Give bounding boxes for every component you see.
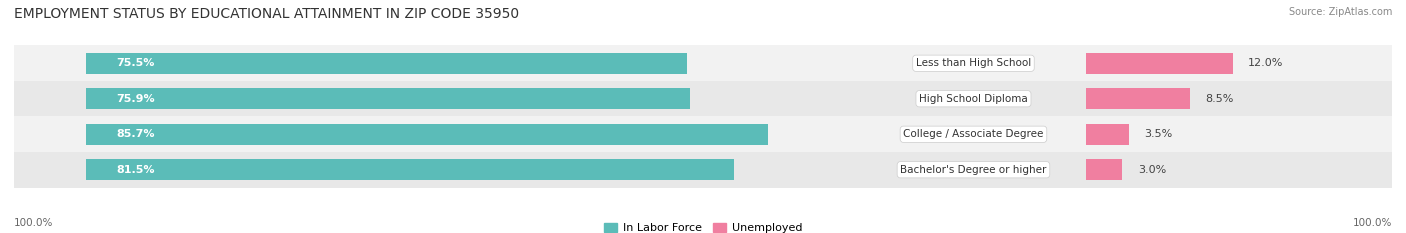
Text: 3.0%: 3.0% [1137,165,1166,175]
Bar [1085,159,1122,180]
Bar [1085,88,1189,110]
Text: 75.9%: 75.9% [117,94,155,104]
Text: 12.0%: 12.0% [1249,58,1284,68]
Text: 8.5%: 8.5% [1205,94,1233,104]
Bar [86,159,734,180]
Text: 81.5%: 81.5% [117,165,155,175]
Bar [86,123,768,145]
Bar [14,45,1392,81]
Text: 85.7%: 85.7% [117,129,155,139]
Bar [86,88,690,110]
Legend: In Labor Force, Unemployed: In Labor Force, Unemployed [599,218,807,233]
Bar [14,116,1392,152]
Text: Less than High School: Less than High School [915,58,1031,68]
Bar [14,152,1392,188]
Bar [14,81,1392,116]
Text: High School Diploma: High School Diploma [920,94,1028,104]
Bar [1085,123,1129,145]
Text: 100.0%: 100.0% [14,218,53,228]
Bar [1085,53,1233,74]
Text: 100.0%: 100.0% [1353,218,1392,228]
Bar [86,53,686,74]
Text: College / Associate Degree: College / Associate Degree [903,129,1043,139]
Text: EMPLOYMENT STATUS BY EDUCATIONAL ATTAINMENT IN ZIP CODE 35950: EMPLOYMENT STATUS BY EDUCATIONAL ATTAINM… [14,7,519,21]
Text: Source: ZipAtlas.com: Source: ZipAtlas.com [1288,7,1392,17]
Text: 3.5%: 3.5% [1144,129,1173,139]
Text: 75.5%: 75.5% [117,58,155,68]
Text: Bachelor's Degree or higher: Bachelor's Degree or higher [900,165,1046,175]
